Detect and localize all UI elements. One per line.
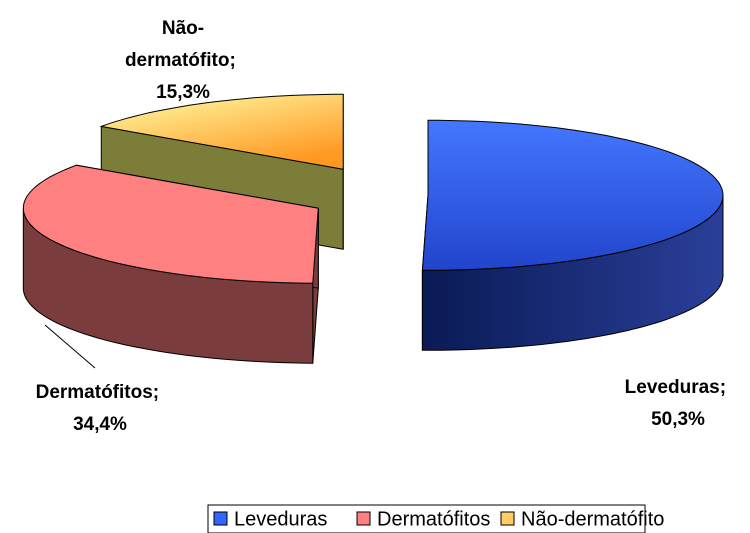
data-label: Não-dermatófito; 15,3% (125, 18, 241, 103)
legend-box (207, 504, 646, 533)
data-label: Dermatófitos; 34,4% (36, 382, 165, 435)
legend-swatch (500, 511, 515, 526)
legend-swatch (213, 511, 228, 526)
slice (99, 93, 344, 170)
slice (22, 164, 319, 284)
slice (421, 119, 724, 271)
data-label: Leveduras; 50,3% (625, 377, 732, 430)
legend-label: Leveduras (234, 508, 327, 530)
legend-label: Dermatófitos (377, 508, 490, 530)
legend-label: Não-dermatófito (521, 508, 664, 530)
leader-line (44, 324, 96, 369)
legend-swatch (356, 511, 371, 526)
